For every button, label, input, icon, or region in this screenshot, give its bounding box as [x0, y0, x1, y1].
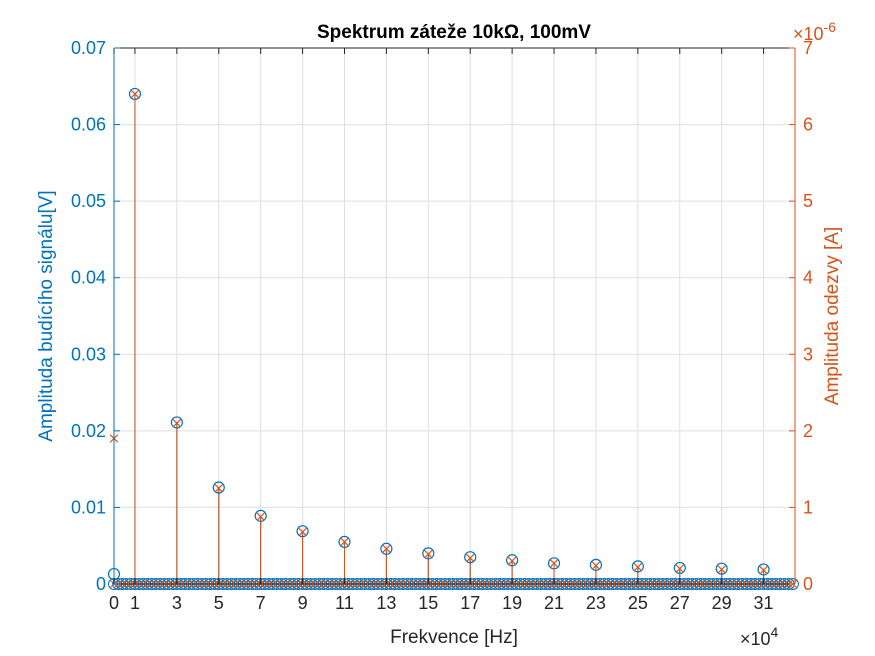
- data-point-x: [675, 564, 684, 573]
- x-tick-label: 19: [502, 593, 522, 613]
- y-left-tick-label: 0: [96, 574, 106, 594]
- data-point-x: [214, 484, 223, 493]
- y-right-exponent-multiplier: ×10-6: [793, 19, 836, 44]
- y-left-tick-label: 0.02: [71, 421, 106, 441]
- chart-title: Spektrum záteže 10kΩ, 100mV: [317, 22, 591, 43]
- x-tick-label: 1: [130, 593, 140, 613]
- data-point-circle: [380, 542, 393, 555]
- y-left-tick-label: 0.05: [71, 191, 106, 211]
- data-point-circle: [757, 563, 770, 576]
- y-left-tick-label: 0.03: [71, 344, 106, 364]
- x-tick-label: 31: [754, 593, 774, 613]
- data-point-x: [507, 556, 517, 566]
- x-tick-label: 7: [256, 593, 266, 613]
- data-point-x: [633, 562, 643, 572]
- y-right-tick-label: 5: [803, 191, 813, 211]
- x-tick-label: 23: [586, 593, 606, 613]
- x-tick-label: 25: [628, 593, 648, 613]
- data-point-circle: [170, 416, 183, 429]
- x-tick-label: 17: [460, 593, 480, 613]
- data-point-circle: [254, 509, 267, 522]
- y-left-tick-label: 0.01: [71, 497, 106, 517]
- y-right-tick-label: 7: [803, 38, 813, 58]
- data-point-x: [465, 553, 475, 563]
- data-point-x: [172, 418, 182, 428]
- data-point-circle: [547, 557, 561, 570]
- data-point-x: [424, 549, 433, 559]
- data-point-x: [759, 565, 768, 575]
- right-series-stems: [113, 93, 765, 584]
- x-tick-label: 21: [544, 593, 564, 613]
- data-point-x: [717, 565, 726, 574]
- data-point-circle: [673, 561, 686, 575]
- x-tick-label: 15: [418, 593, 438, 613]
- x-tick-label: 9: [298, 593, 308, 613]
- y-left-axis-label: Amplituda budícího signálu[V]: [36, 190, 57, 441]
- y-right-tick-label: 3: [803, 344, 813, 364]
- data-point-circle: [338, 535, 351, 548]
- data-point-circle: [715, 562, 728, 575]
- data-point-x: [298, 527, 307, 537]
- y-left-tick-label: 0.06: [71, 115, 106, 135]
- x-tick-label: 11: [335, 593, 354, 613]
- x-exponent-multiplier: ×104: [740, 624, 779, 649]
- data-point-x: [382, 544, 391, 554]
- y-left-tick-label: 0.07: [71, 38, 106, 58]
- data-point-circle: [296, 525, 309, 538]
- data-point-circle: [422, 547, 435, 560]
- data-point-circle: [631, 560, 644, 573]
- data-point-x: [591, 561, 601, 570]
- right-series-markers: [109, 89, 768, 575]
- axes-frame: [113, 47, 796, 585]
- data-point-x: [256, 512, 265, 521]
- x-tick-label: 29: [712, 593, 732, 613]
- x-tick-label: 3: [172, 593, 182, 613]
- data-point-x: [130, 89, 140, 99]
- x-tick-label: 5: [214, 593, 224, 613]
- x-tick-label: 27: [670, 593, 690, 613]
- data-point-circle: [589, 558, 603, 571]
- y-right-tick-label: 1: [803, 497, 813, 517]
- y-right-axis-label: Amplituda odezvy [A]: [822, 227, 843, 405]
- data-point-circle: [212, 481, 225, 494]
- tick-labels: 0 1 3 5 7 9 11 13 15 17 19 21 23 25 27 29 3100.010.020.0…: [71, 38, 813, 613]
- plot-area: [114, 48, 795, 584]
- y-right-tick-label: 4: [803, 268, 813, 288]
- data-point-x: [549, 559, 559, 568]
- y-right-tick-label: 6: [803, 115, 813, 135]
- data-point-x: [340, 537, 349, 547]
- y-left-tick-label: 0.04: [71, 268, 106, 288]
- left-series-markers: [107, 87, 770, 581]
- data-point-circle: [506, 554, 519, 567]
- data-point-circle: [128, 87, 142, 101]
- grid-lines: [114, 48, 795, 584]
- data-point-circle: [464, 551, 477, 564]
- y-right-tick-label: 0: [803, 574, 813, 594]
- x-tick-label: 13: [376, 593, 396, 613]
- x-axis-label: Frekvence [Hz]: [390, 627, 518, 648]
- y-right-tick-label: 2: [803, 421, 813, 441]
- x-tick-label: 0: [109, 593, 119, 613]
